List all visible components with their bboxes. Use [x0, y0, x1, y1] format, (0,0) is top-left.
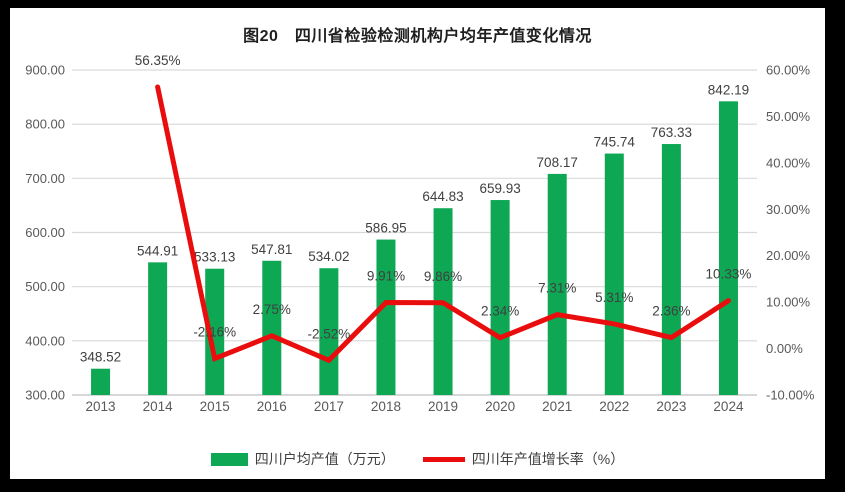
left-axis-tick-label: 800.00 [25, 117, 65, 132]
bar-2014 [148, 262, 168, 395]
bar-value-label-2022: 745.74 [594, 135, 636, 150]
bar-2022 [604, 153, 624, 395]
x-axis-tick-label: 2014 [143, 399, 174, 414]
right-axis-tick-label: 60.00% [766, 63, 811, 78]
chart-legend: 四川户均产值（万元） 四川年产值增长率（%） [10, 449, 825, 469]
left-axis-tick-label: 700.00 [25, 171, 65, 186]
bar-value-label-2018: 586.95 [365, 221, 406, 236]
line-value-label-2020: 2.34% [481, 304, 519, 319]
bar-value-label-2023: 763.33 [651, 125, 692, 140]
bar-value-label-2019: 644.83 [422, 189, 463, 204]
bar-value-label-2014: 544.91 [137, 243, 178, 258]
x-axis-tick-label: 2018 [371, 399, 401, 414]
bar-2016 [262, 260, 282, 395]
bar-value-label-2016: 547.81 [251, 242, 292, 257]
x-axis-tick-label: 2019 [428, 399, 458, 414]
bar-value-label-2020: 659.93 [479, 181, 520, 196]
chart-canvas: 300.00 400.00 500.00 600.00 700.00 800.00 900.… [10, 8, 825, 479]
x-axis-tick-label: 2015 [200, 399, 230, 414]
bar-2018 [376, 239, 396, 395]
left-axis-tick-label: 400.00 [25, 333, 65, 348]
legend-item-line-series: 四川年产值增长率（%） [422, 449, 625, 469]
bar-value-label-2017: 534.02 [308, 249, 349, 264]
x-axis-tick-label: 2024 [713, 399, 744, 414]
line-value-label-2024: 10.33% [706, 267, 752, 282]
left-axis-tick-label: 500.00 [25, 279, 65, 294]
bar-value-label-2015: 533.13 [194, 250, 235, 265]
growth-rate-line [155, 84, 731, 364]
bar-series-swatch [210, 452, 248, 466]
bar-2021 [547, 173, 567, 395]
bar-2015 [205, 268, 225, 395]
legend-item-bar-series: 四川户均产值（万元） [210, 449, 395, 469]
right-axis-tick-label: 30.00% [766, 202, 811, 217]
line-value-label-2018: 9.91% [367, 269, 405, 284]
bar-2020 [490, 200, 510, 395]
line-value-label-2015: -2.16% [193, 325, 236, 340]
x-axis-tick-label: 2020 [485, 399, 515, 414]
bar-value-label-2024: 842.19 [708, 82, 749, 97]
chart-title: 图20 四川省检验检测机构户均年产值变化情况 [243, 28, 592, 45]
line-value-label-2016: 2.75% [253, 302, 291, 317]
right-axis-tick-label: 0.00% [766, 341, 803, 356]
right-axis-tick-label: 40.00% [766, 155, 811, 170]
x-axis-tick-label: 2022 [599, 399, 629, 414]
line-series-label: 四川年产值增长率（%） [471, 451, 625, 467]
x-axis-tick-label: 2017 [314, 399, 344, 414]
line-value-label-2022: 5.31% [595, 290, 633, 305]
line-value-label-2023: 2.36% [652, 304, 690, 319]
bar-2024 [718, 101, 738, 395]
right-axis-tick-label: 10.00% [766, 295, 811, 310]
bar-2017 [319, 268, 339, 395]
bar-value-label-2013: 348.52 [80, 350, 121, 365]
x-axis-tick-label: 2021 [542, 399, 572, 414]
left-axis-tick-label: 900.00 [25, 63, 65, 78]
right-axis-tick-label: 50.00% [766, 109, 811, 124]
right-axis-tick-label: 20.00% [766, 248, 811, 263]
line-value-label-2019: 9.86% [424, 269, 462, 284]
x-axis-tick-label: 2023 [656, 399, 686, 414]
x-axis-tick-label: 2013 [86, 399, 116, 414]
line-value-label-2021: 7.31% [538, 281, 576, 296]
x-axis-tick-label: 2016 [257, 399, 287, 414]
chart-plot-area: 300.00 400.00 500.00 600.00 700.00 800.00 900.… [25, 53, 815, 414]
line-series-swatch [422, 456, 465, 462]
left-axis-tick-label: 600.00 [25, 225, 65, 240]
line-value-label-2017: -2.52% [307, 326, 350, 341]
bar-series-label: 四川户均产值（万元） [254, 451, 395, 467]
bar-2023 [661, 144, 681, 395]
line-value-label-2014: 56.35% [135, 53, 181, 68]
bar-value-label-2021: 708.17 [537, 155, 578, 170]
right-axis-tick-label: -10.00% [766, 388, 815, 403]
bar-2013 [91, 368, 111, 395]
left-axis-tick-label: 300.00 [25, 388, 65, 403]
